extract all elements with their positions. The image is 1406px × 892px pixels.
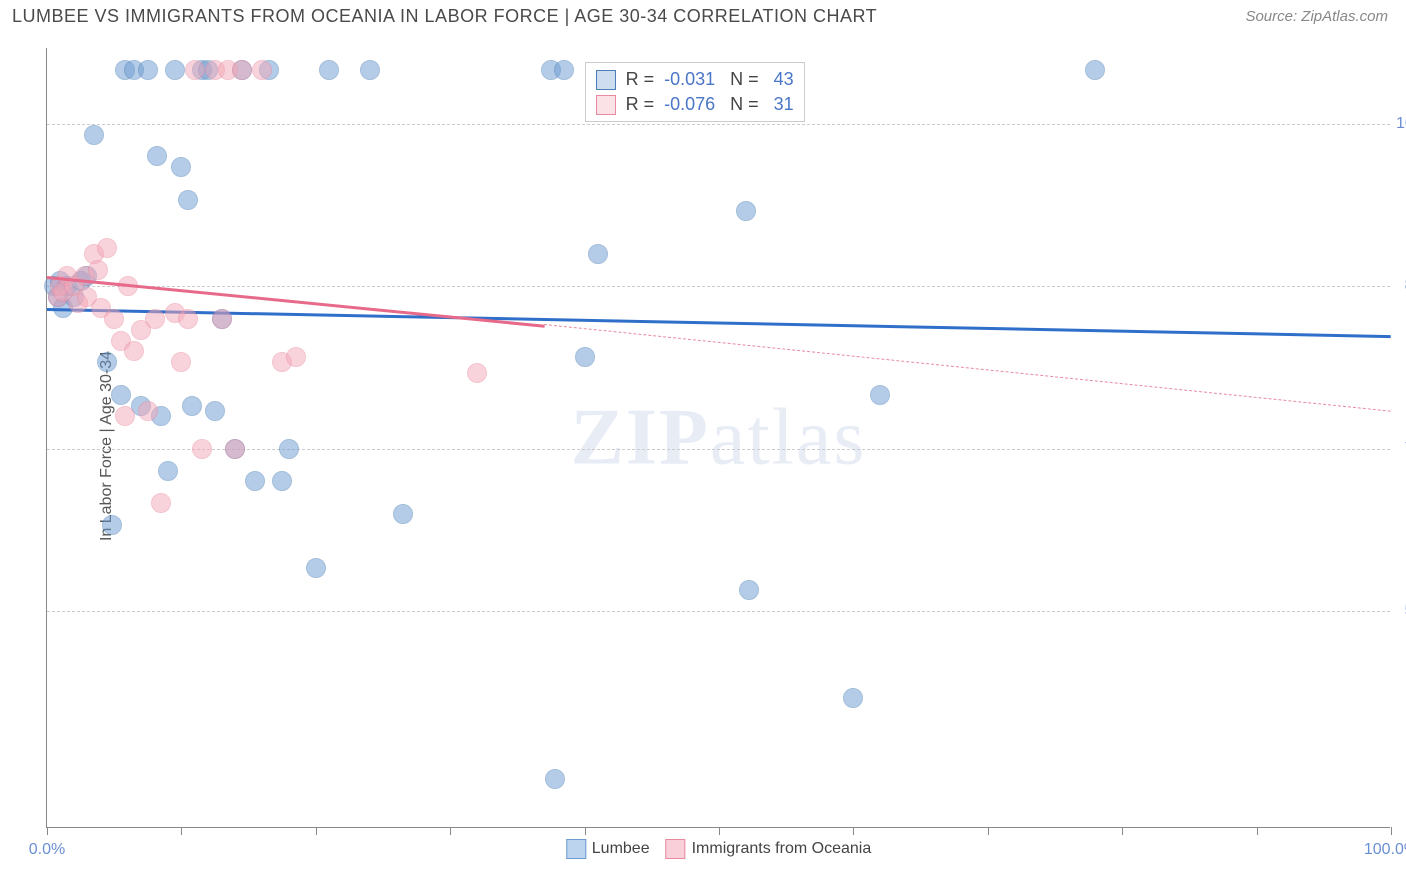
trend-line [544, 324, 1391, 412]
data-point [185, 60, 205, 80]
watermark: ZIPatlas [571, 392, 867, 483]
data-point [588, 244, 608, 264]
data-point [279, 439, 299, 459]
data-point [104, 309, 124, 329]
data-point [843, 688, 863, 708]
data-point [165, 60, 185, 80]
data-point [147, 146, 167, 166]
stat-n-value: 43 [769, 69, 794, 90]
gridline [47, 124, 1390, 125]
data-point [252, 60, 272, 80]
legend-item: Immigrants from Oceania [666, 839, 872, 859]
stat-n-label: N = [725, 94, 759, 115]
data-point [306, 558, 326, 578]
series-swatch [596, 95, 616, 115]
data-point [205, 401, 225, 421]
gridline [47, 449, 1390, 450]
data-point [870, 385, 890, 405]
data-point [225, 439, 245, 459]
stat-n-value: 31 [769, 94, 794, 115]
legend-swatch [566, 839, 586, 859]
x-tick-label: 0.0% [29, 841, 65, 859]
data-point [158, 461, 178, 481]
stat-r-label: R = [626, 69, 655, 90]
gridline [47, 611, 1390, 612]
x-tick [1257, 827, 1258, 835]
data-point [467, 363, 487, 383]
x-tick-label: 100.0% [1364, 841, 1406, 859]
stats-row: R = -0.031 N = 43 [596, 67, 794, 92]
x-tick [853, 827, 854, 835]
data-point [182, 396, 202, 416]
y-tick-label: 100.0% [1396, 115, 1406, 133]
data-point [245, 471, 265, 491]
data-point [115, 406, 135, 426]
legend-label: Lumbee [592, 840, 650, 858]
series-swatch [596, 70, 616, 90]
data-point [545, 769, 565, 789]
x-tick [988, 827, 989, 835]
source-label: Source: ZipAtlas.com [1245, 8, 1388, 25]
data-point [102, 515, 122, 535]
stats-row: R = -0.076 N = 31 [596, 92, 794, 117]
data-point [145, 309, 165, 329]
data-point [575, 347, 595, 367]
data-point [138, 60, 158, 80]
stat-n-label: N = [725, 69, 759, 90]
scatter-plot: ZIPatlas R = -0.031 N = 43 R = -0.076 N = 3… [46, 48, 1390, 828]
x-tick [1122, 827, 1123, 835]
data-point [212, 309, 232, 329]
x-tick [1391, 827, 1392, 835]
data-point [178, 309, 198, 329]
y-tick-label: 55.0% [1396, 602, 1406, 620]
data-point [739, 580, 759, 600]
y-tick-label: 85.0% [1396, 277, 1406, 295]
legend: Lumbee Immigrants from Oceania [566, 839, 871, 859]
data-point [171, 352, 191, 372]
data-point [736, 201, 756, 221]
x-tick [585, 827, 586, 835]
data-point [84, 125, 104, 145]
data-point [192, 439, 212, 459]
data-point [393, 504, 413, 524]
page-title: LUMBEE VS IMMIGRANTS FROM OCEANIA IN LAB… [12, 6, 877, 27]
data-point [1085, 60, 1105, 80]
x-tick [450, 827, 451, 835]
x-tick [181, 827, 182, 835]
stats-box: R = -0.031 N = 43 R = -0.076 N = 31 [585, 62, 805, 122]
legend-item: Lumbee [566, 839, 650, 859]
data-point [232, 60, 252, 80]
data-point [272, 471, 292, 491]
x-tick [316, 827, 317, 835]
data-point [124, 341, 144, 361]
data-point [97, 238, 117, 258]
x-tick [47, 827, 48, 835]
data-point [171, 157, 191, 177]
data-point [151, 493, 171, 513]
data-point [360, 60, 380, 80]
data-point [286, 347, 306, 367]
legend-label: Immigrants from Oceania [692, 840, 872, 858]
data-point [111, 385, 131, 405]
gridline [47, 286, 1390, 287]
stat-r-value: -0.076 [664, 94, 715, 115]
stat-r-value: -0.031 [664, 69, 715, 90]
data-point [319, 60, 339, 80]
stat-r-label: R = [626, 94, 655, 115]
legend-swatch [666, 839, 686, 859]
data-point [97, 352, 117, 372]
data-point [138, 401, 158, 421]
data-point [554, 60, 574, 80]
y-tick-label: 70.0% [1396, 440, 1406, 458]
data-point [178, 190, 198, 210]
x-tick [719, 827, 720, 835]
trend-line [47, 308, 1391, 338]
data-point [88, 260, 108, 280]
